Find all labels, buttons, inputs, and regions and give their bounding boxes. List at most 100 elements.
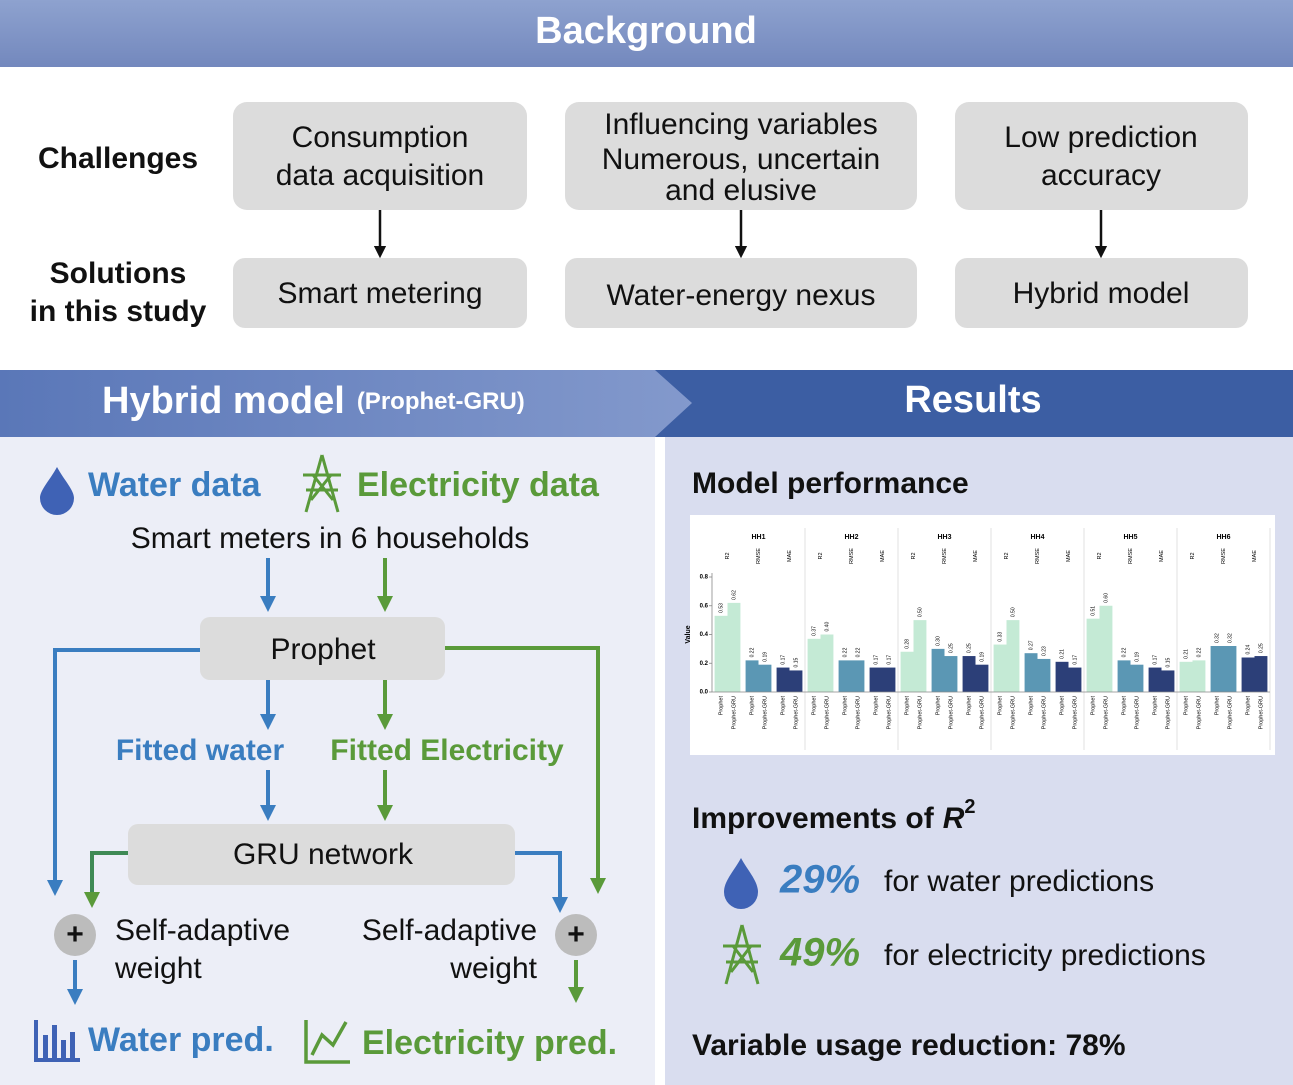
x-tick-label: Prophet (935, 696, 941, 716)
y-tick-label: 0.8 (700, 575, 709, 581)
value-label: 0.25 (1258, 643, 1264, 653)
metric-label: R2 (725, 552, 731, 559)
x-tick-label: Prophet (904, 696, 910, 716)
challenge-text: and elusive (665, 174, 817, 207)
value-label: 0.50 (917, 607, 923, 617)
bar (1254, 656, 1268, 692)
banner (0, 0, 1293, 67)
plus-circle (555, 914, 597, 956)
results-title: Results (904, 379, 1041, 421)
improvements-title: Improvements of R2 (692, 796, 976, 835)
bar (727, 602, 741, 692)
value-label: 0.22 (1121, 647, 1127, 657)
water-pred: Water pred. (88, 1021, 274, 1059)
solution-box (233, 258, 527, 328)
bar (913, 620, 927, 692)
value-label: 0.50 (1010, 607, 1016, 617)
bar (900, 651, 914, 692)
value-label: 0.21 (1183, 649, 1189, 659)
bar (1024, 653, 1038, 692)
group-label: HH5 (1123, 534, 1137, 541)
metric-label: RMSE (1128, 548, 1134, 564)
value-label: 0.30 (935, 636, 941, 646)
bar (838, 660, 852, 692)
x-tick-label: Prophet (1121, 696, 1127, 716)
value-label: 0.25 (948, 643, 954, 653)
value-label: 0.25 (966, 643, 972, 653)
x-tick-label: Prophet-GRU (1072, 696, 1078, 729)
x-tick-label: Prophet (873, 696, 879, 716)
x-tick-label: Prophet (1059, 696, 1065, 716)
bar (962, 656, 976, 692)
value-label: 0.17 (873, 655, 879, 665)
challenge-text: data acquisition (276, 159, 484, 192)
x-tick-label: Prophet-GRU (948, 696, 954, 729)
y-axis-label: Value (685, 625, 692, 643)
bar (993, 644, 1007, 692)
reduction-text: Variable usage reduction: 78% (692, 1029, 1126, 1062)
challenge-text: accuracy (1041, 159, 1161, 192)
bar (745, 660, 759, 692)
x-tick-label: Prophet-GRU (1165, 696, 1171, 729)
value-label: 0.22 (855, 647, 861, 657)
bar (1086, 618, 1100, 692)
metric-label: R2 (911, 552, 917, 559)
value-label: 0.17 (1072, 655, 1078, 665)
water-icon (724, 858, 758, 909)
water-data: Water data (88, 466, 262, 504)
solution-text: Hybrid model (1013, 277, 1190, 310)
x-tick-label: Prophet-GRU (762, 696, 768, 729)
x-tick-label: Prophet (749, 696, 755, 716)
value-label: 0.22 (749, 647, 755, 657)
plus: + (567, 918, 585, 951)
x-tick-label: Prophet (780, 696, 786, 716)
hybrid-subtitle: (Prophet-GRU) (357, 388, 525, 415)
x-tick-label: Prophet-GRU (824, 696, 830, 729)
bar (882, 667, 896, 692)
bar (975, 664, 989, 692)
x-tick-label: Prophet-GRU (1227, 696, 1233, 729)
weight-text: weight (449, 952, 537, 985)
value-label: 0.32 (1214, 633, 1220, 643)
value-label: 0.32 (1227, 633, 1233, 643)
value-label: 0.22 (842, 647, 848, 657)
metric-label: MAE (1066, 550, 1072, 562)
challenge-box (233, 102, 527, 210)
value-label: 0.53 (718, 603, 724, 613)
x-tick-label: Prophet-GRU (1103, 696, 1109, 729)
x-tick-label: Prophet-GRU (855, 696, 861, 729)
value-label: 0.37 (811, 626, 817, 636)
bar (1179, 661, 1193, 692)
x-tick-label: Prophet (842, 696, 848, 716)
metric-label: MAE (973, 550, 979, 562)
x-tick-label: Prophet (997, 696, 1003, 716)
value-label: 0.22 (1196, 647, 1202, 657)
solution-box (565, 258, 917, 328)
prophet-text: Prophet (270, 633, 376, 666)
bar (1068, 667, 1082, 692)
bar (931, 648, 945, 692)
group-label: HH3 (937, 534, 951, 541)
meters-text: Smart meters in 6 households (131, 522, 530, 555)
metric-label: RMSE (1035, 548, 1041, 564)
x-tick-label: Prophet-GRU (979, 696, 985, 729)
x-tick-label: Prophet (1152, 696, 1158, 716)
section-chevron (0, 370, 692, 437)
weight-text: Self-adaptive (362, 914, 537, 947)
x-tick-label: Prophet (1214, 696, 1220, 716)
value-label: 0.15 (1165, 657, 1171, 667)
value-label: 0.19 (1134, 652, 1140, 662)
x-tick-label: Prophet-GRU (793, 696, 799, 729)
value-label: 0.17 (886, 655, 892, 665)
value-label: 0.17 (1152, 655, 1158, 665)
metric-label: MAE (880, 550, 886, 562)
left-panel (0, 437, 655, 1085)
value-label: 0.19 (762, 652, 768, 662)
y-tick-label: 0.4 (700, 632, 709, 638)
gru-box (128, 824, 515, 885)
plus: + (66, 918, 84, 951)
x-tick-label: Prophet-GRU (1196, 696, 1202, 729)
metric-label: MAE (1252, 550, 1258, 562)
tower-icon (723, 924, 761, 985)
x-tick-label: Prophet-GRU (1041, 696, 1047, 729)
